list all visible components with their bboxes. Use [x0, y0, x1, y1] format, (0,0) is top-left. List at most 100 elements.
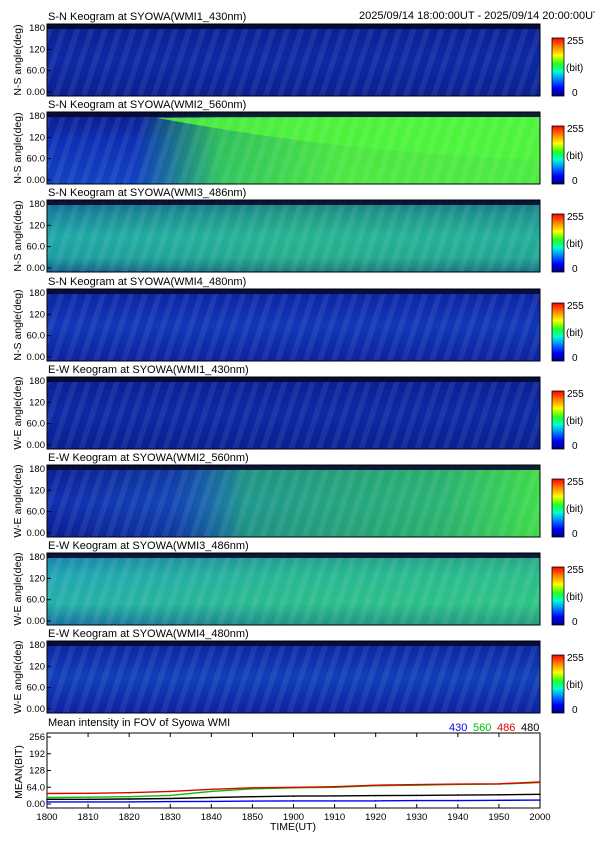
colorbar — [551, 390, 565, 450]
keogram-ytick-label: 180 — [29, 464, 45, 475]
mean-series-point — [498, 794, 500, 796]
mean-plot-series — [46, 781, 541, 803]
keogram-texture — [47, 553, 540, 625]
keogram-texture — [47, 465, 540, 537]
colorbar-unit-label: (bit) — [566, 680, 583, 691]
colorbar-unit-label: (bit) — [566, 63, 583, 74]
mean-plot-legend: 430 560 486 480 — [449, 722, 539, 734]
colorbar-unit-label: (bit) — [566, 239, 583, 250]
colorbar-min-label: 0 — [572, 88, 578, 99]
colorbar-unit-label: (bit) — [566, 328, 583, 339]
keogram-panel: E-W Keogram at SYOWA(WMI4_480nm)180 120 60… — [12, 628, 584, 716]
colorbar-min-label: 0 — [572, 176, 578, 187]
keogram-ylabel: N-S angle(deg) — [12, 24, 24, 95]
keogram-ytick-label: 180 — [29, 552, 45, 563]
keogram-ytick-label: 180 — [29, 23, 45, 34]
mean-series-point — [498, 783, 500, 785]
mean-series-point — [292, 795, 295, 797]
keogram-ylabel: N-S angle(deg) — [12, 112, 24, 183]
keogram-ytick-label: 180 — [29, 199, 45, 210]
mean-ytick-label: 128 — [29, 766, 45, 777]
keogram-ytick-label: 60.0 — [27, 595, 46, 606]
keogram-ytick-label: 0.00 — [27, 263, 46, 274]
mean-ytick-label: 64.0 — [27, 782, 46, 793]
mean-xtick-label: 1940 — [447, 812, 468, 823]
keogram-texture — [47, 377, 540, 449]
colorbar — [551, 566, 565, 626]
keogram-horizon-strip — [47, 465, 540, 470]
mean-xtick-label: 2000 — [529, 812, 550, 823]
mean-series-point — [210, 796, 213, 799]
keogram-title: S-N Keogram at SYOWA(WMI1_430nm) — [48, 11, 246, 23]
keogram-ylabel: W-E angle(deg) — [12, 464, 24, 537]
keogram-frame — [46, 640, 541, 714]
keogram-panel: S-N Keogram at SYOWA(WMI1_430nm)180 120 60… — [12, 11, 584, 99]
colorbar-min-label: 0 — [572, 264, 578, 275]
keogram-ytick-label: 120 — [29, 661, 45, 672]
keogram-horizon-strip — [47, 112, 540, 117]
colorbar-unit-label: (bit) — [566, 151, 583, 162]
keogram-ytick-label: 0.00 — [27, 616, 46, 627]
keogram-title: S-N Keogram at SYOWA(WMI3_486nm) — [48, 187, 246, 199]
mean-series-point — [87, 798, 89, 801]
mean-xtick-label: 1930 — [406, 812, 427, 823]
time-range-header: 2025/09/14 18:00:00UT - 2025/09/14 20:00… — [359, 10, 595, 22]
colorbar-min-label: 0 — [572, 529, 578, 540]
mean-series-point — [169, 800, 172, 803]
mean-xtick-label: 1850 — [242, 812, 263, 823]
mean-series-point — [374, 784, 377, 786]
keogram-frame — [46, 376, 541, 450]
mean-series-point — [539, 793, 541, 796]
colorbar-unit-label: (bit) — [566, 416, 583, 427]
legend-entry-480: 480 — [521, 722, 539, 734]
keogram-ytick-label: 120 — [29, 397, 45, 408]
mean-series-point — [333, 795, 336, 797]
keogram-horizon-strip — [47, 553, 540, 558]
keogram-title: E-W Keogram at SYOWA(WMI2_560nm) — [48, 452, 249, 464]
mean-plot-xlabel: TIME(UT) — [270, 821, 316, 833]
mean-xtick-label: 1820 — [119, 812, 140, 823]
keogram-ytick-label: 0.00 — [27, 87, 46, 98]
keogram-frame — [46, 464, 541, 538]
mean-series-point — [128, 791, 130, 794]
mean-series-point — [374, 800, 377, 802]
colorbar-max-label: 255 — [567, 124, 584, 135]
mean-series-point — [374, 794, 377, 797]
mean-xtick-label: 1920 — [365, 812, 386, 823]
keogram-frame — [46, 111, 541, 185]
keogram-title: S-N Keogram at SYOWA(WMI4_480nm) — [48, 276, 246, 288]
mean-series-point — [333, 785, 336, 788]
mean-series-point — [46, 801, 48, 803]
keogram-panel: S-N Keogram at SYOWA(WMI2_560nm)180 120 60… — [12, 99, 584, 187]
mean-ytick-label: 192 — [29, 749, 45, 760]
mean-series-point — [251, 786, 254, 789]
keogram-panels: S-N Keogram at SYOWA(WMI1_430nm)18012060… — [12, 11, 584, 716]
mean-ytick-label: 256 — [29, 732, 45, 743]
keogram-title: E-W Keogram at SYOWA(WMI4_480nm) — [48, 628, 249, 640]
mean-series-point — [169, 797, 172, 800]
colorbar — [551, 654, 565, 714]
mean-series-point — [333, 800, 336, 802]
mean-series-point — [539, 799, 541, 801]
mean-series-point — [169, 794, 172, 797]
mean-xtick-label: 1950 — [488, 812, 509, 823]
keogram-ytick-label: 180 — [29, 288, 45, 299]
mean-intensity-plot: Mean intensity in FOV of Syowa WMI 1800 1… — [13, 717, 551, 833]
mean-series-point — [457, 783, 459, 785]
legend-entry-560: 560 — [473, 722, 491, 734]
keogram-texture — [47, 24, 540, 96]
mean-series-point — [128, 798, 130, 800]
keogram-ytick-label: 120 — [29, 309, 45, 320]
colorbar-max-label: 255 — [567, 389, 584, 400]
keogram-ytick-label: 180 — [29, 640, 45, 651]
colorbar-max-label: 255 — [567, 653, 584, 664]
keogram-ytick-label: 180 — [29, 111, 45, 122]
keogram-texture — [47, 289, 540, 361]
colorbar-min-label: 0 — [572, 705, 578, 716]
keogram-ytick-label: 180 — [29, 376, 45, 387]
keogram-ytick-label: 60.0 — [27, 154, 46, 165]
colorbar-max-label: 255 — [567, 212, 584, 223]
mean-series-point — [210, 788, 213, 791]
keogram-horizon-strip — [47, 289, 540, 294]
keogram-ytick-label: 60.0 — [27, 331, 46, 342]
